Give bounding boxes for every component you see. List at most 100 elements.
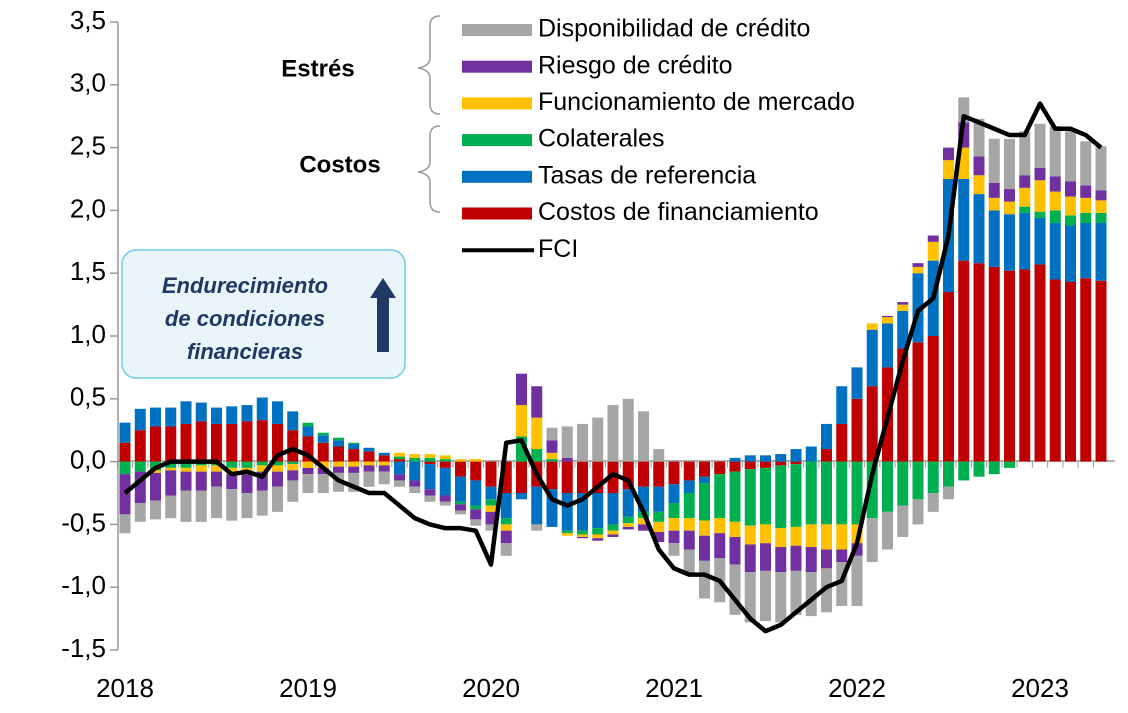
bar-segment <box>180 471 192 491</box>
bar-segment <box>988 182 1000 198</box>
bar-segment <box>317 467 329 475</box>
bar-segment <box>927 336 939 462</box>
bar-segment <box>836 562 848 607</box>
bar-segment <box>546 461 558 490</box>
bar-segment <box>622 398 634 462</box>
bar-segment <box>866 386 878 462</box>
bar-segment <box>287 461 299 465</box>
bar-segment <box>775 547 787 573</box>
bar-segment <box>943 160 954 179</box>
bar-segment <box>714 461 726 475</box>
bar-segment <box>1065 196 1076 216</box>
bar-segment <box>775 528 787 548</box>
y-tick-label: -1,0 <box>61 570 106 600</box>
bar-segment <box>760 524 771 544</box>
bar-segment <box>1019 206 1031 213</box>
bar-segment <box>958 461 970 481</box>
bar-segment <box>1095 200 1107 213</box>
bar-segment <box>256 465 268 472</box>
bar-segment <box>973 118 985 157</box>
bar-segment <box>1034 211 1046 218</box>
bar-segment <box>958 122 970 148</box>
bar-segment <box>912 499 924 525</box>
bar-segment <box>150 500 161 520</box>
bar-segment <box>866 323 878 330</box>
bar-segment <box>1095 222 1107 281</box>
bar-segment <box>653 461 665 487</box>
bar-segment <box>150 470 161 473</box>
bar-segment <box>211 423 222 462</box>
y-tick-label: 1,0 <box>70 319 106 349</box>
bar-segment <box>1065 131 1076 182</box>
bar-segment <box>455 461 466 477</box>
bar-segment <box>668 461 680 485</box>
bar-segment <box>577 536 588 539</box>
bar-segment <box>943 486 954 500</box>
bar-segment <box>378 455 390 462</box>
bar-segment <box>424 489 436 496</box>
x-tick-label: 2023 <box>1011 673 1069 703</box>
bar-segment <box>638 518 649 525</box>
bar-segment <box>821 461 832 525</box>
bar-segment <box>744 572 756 623</box>
bar-segment <box>485 505 497 512</box>
bar-segment <box>988 138 1000 183</box>
bar-segment <box>531 417 543 450</box>
bar-segment <box>1065 215 1076 226</box>
bar-segment <box>180 490 192 522</box>
bar-segment <box>744 525 756 545</box>
bar-segment <box>882 461 893 512</box>
bar-segment <box>927 493 939 512</box>
bar-segment <box>561 533 573 536</box>
bar-segment <box>394 474 405 481</box>
bar-segment <box>561 461 573 493</box>
bar-segment <box>683 493 695 519</box>
bar-segment <box>455 459 466 462</box>
bar-segment <box>1034 167 1046 181</box>
bar-segment <box>729 536 741 565</box>
bar-segment <box>973 461 985 477</box>
x-tick-label: 2022 <box>828 673 886 703</box>
bar-segment <box>943 461 954 487</box>
bar-segment <box>653 449 665 462</box>
bar-segment <box>821 549 832 569</box>
legend-label: Funcionamiento de mercado <box>538 88 855 116</box>
bar-segment <box>180 401 192 424</box>
bar-segment <box>394 480 405 487</box>
bar-segment <box>1019 269 1031 462</box>
bar-segment <box>500 524 512 531</box>
bar-segment <box>821 524 832 550</box>
legend-swatch <box>462 207 532 220</box>
bar-segment <box>165 495 177 519</box>
bar-segment <box>378 461 390 466</box>
bar-segment <box>805 524 817 548</box>
bar-segment <box>577 461 588 493</box>
bar-segment <box>729 521 741 537</box>
bar-segment <box>1095 212 1107 223</box>
bar-segment <box>195 402 207 422</box>
bar-segment <box>805 547 817 573</box>
y-tick-label: 3,5 <box>70 5 106 35</box>
bar-segment <box>439 459 451 462</box>
legend-label: Costos de financiamiento <box>538 198 819 226</box>
bar-segment <box>272 465 283 472</box>
bar-segment <box>470 509 482 520</box>
bar-segment <box>668 503 680 519</box>
bar-segment <box>699 520 710 536</box>
bar-segment <box>927 461 939 493</box>
bar-segment <box>1004 189 1015 202</box>
bar-segment <box>150 407 161 427</box>
bar-segment <box>805 446 817 462</box>
bar-segment <box>760 461 771 468</box>
bar-segment <box>333 446 344 462</box>
bar-segment <box>455 476 466 502</box>
bar-segment <box>241 461 253 468</box>
bar-segment <box>226 406 238 424</box>
bar-segment <box>378 471 390 485</box>
bar-segment <box>668 484 680 504</box>
bar-segment <box>1080 185 1092 198</box>
bar-segment <box>363 465 375 472</box>
bar-segment <box>531 386 543 418</box>
bar-segment <box>577 423 588 462</box>
bar-segment <box>409 486 421 493</box>
